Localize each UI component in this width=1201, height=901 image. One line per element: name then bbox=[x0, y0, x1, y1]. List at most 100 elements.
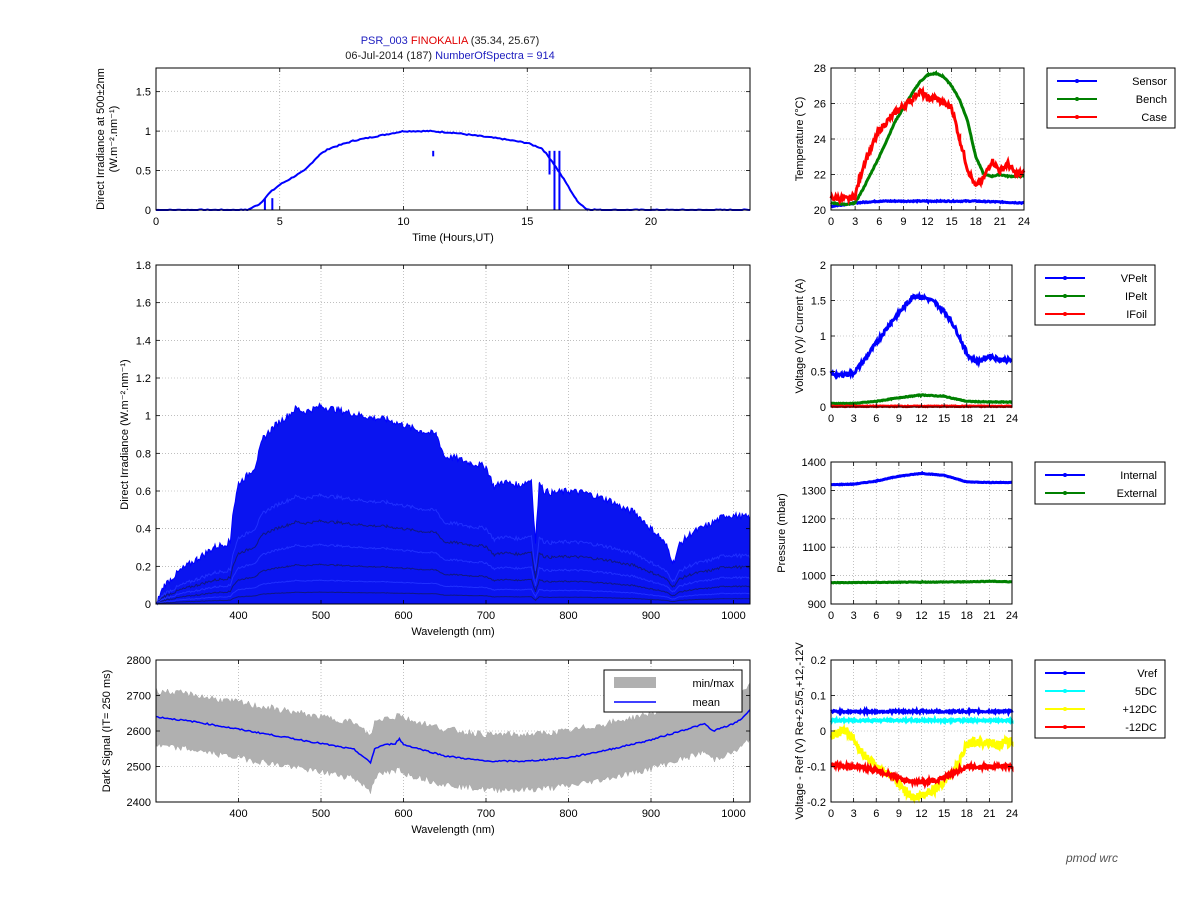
y-tick-label: 0.8 bbox=[136, 448, 151, 460]
y-tick-label: -0.1 bbox=[807, 762, 826, 774]
spectra-series bbox=[155, 591, 751, 605]
legend-label: mean bbox=[692, 697, 720, 709]
x-tick-label: 3 bbox=[852, 216, 858, 228]
y-tick-label: 1.4 bbox=[136, 335, 151, 347]
series-vpelt bbox=[829, 290, 1013, 380]
legend-label: IFoil bbox=[1126, 309, 1147, 321]
x-axis-label: Wavelength (nm) bbox=[411, 824, 494, 836]
x-tick-label: 6 bbox=[873, 808, 879, 820]
x-tick-label: 0 bbox=[828, 216, 834, 228]
legend-label: VPelt bbox=[1121, 273, 1147, 285]
y-tick-label: 1.5 bbox=[136, 87, 151, 99]
x-tick-label: 1000 bbox=[721, 808, 745, 820]
legend-marker bbox=[1063, 725, 1067, 729]
y-tick-label: 0.2 bbox=[136, 561, 151, 573]
x-tick-label: 0 bbox=[828, 413, 834, 425]
legend-label: Sensor bbox=[1132, 76, 1167, 88]
y-tick-label: 0 bbox=[145, 599, 151, 611]
title-site: FINOKALIA bbox=[411, 35, 469, 47]
x-tick-label: 21 bbox=[983, 610, 995, 622]
y-axis-label: Direct Irradiance at 500±2nm bbox=[95, 68, 107, 210]
legend-marker bbox=[1063, 294, 1067, 298]
y-tick-label: 1100 bbox=[802, 542, 826, 554]
y-axis-label: Voltage (V)/ Current (A) bbox=[794, 279, 806, 394]
chart-reference-voltage: 0 3 6 9 12 15 18 21 24 -0.2 -0.1 0 0.1 0.2 Voltage - R… bbox=[794, 642, 1166, 820]
y-tick-label: 1.2 bbox=[136, 373, 151, 385]
legend-marker bbox=[1063, 491, 1067, 495]
y-axis-label: Pressure (mbar) bbox=[776, 493, 788, 572]
y-tick-label: 1 bbox=[145, 411, 151, 423]
y-tick-label: 1300 bbox=[802, 485, 826, 497]
y-tick-label: 2 bbox=[820, 260, 826, 272]
y-tick-label: 0.6 bbox=[136, 486, 151, 498]
x-tick-label: 9 bbox=[900, 216, 906, 228]
x-tick-label: 700 bbox=[477, 610, 495, 622]
x-tick-label: 0 bbox=[828, 610, 834, 622]
spectra-series bbox=[155, 543, 751, 605]
y-tick-label: 2800 bbox=[127, 655, 151, 667]
title-coords: (35.34, 25.67) bbox=[471, 35, 540, 47]
x-tick-label: 3 bbox=[851, 610, 857, 622]
series-ipelt bbox=[830, 393, 1013, 406]
series-case bbox=[829, 85, 1026, 206]
title-date: 06-Jul-2014 (187) bbox=[345, 50, 432, 62]
series-external bbox=[830, 579, 1012, 585]
x-tick-label: 24 bbox=[1018, 216, 1030, 228]
y-axis-label: (W.m⁻².nm⁻¹) bbox=[108, 106, 120, 173]
chart-pressure: 0 3 6 9 12 15 18 21 24 900 1000 1100 1200 1300 1400 Pre… bbox=[776, 457, 1166, 622]
y-tick-label: 1000 bbox=[802, 571, 826, 583]
y-tick-label: 2500 bbox=[127, 762, 151, 774]
x-tick-label: 5 bbox=[277, 216, 283, 228]
legend-label: Bench bbox=[1136, 94, 1167, 106]
x-tick-label: 24 bbox=[1006, 610, 1018, 622]
x-tick-label: 12 bbox=[915, 413, 927, 425]
x-tick-label: 6 bbox=[873, 610, 879, 622]
x-tick-label: 21 bbox=[983, 808, 995, 820]
y-tick-label: 900 bbox=[808, 599, 826, 611]
x-tick-label: 0 bbox=[153, 216, 159, 228]
plot-frame bbox=[155, 264, 751, 605]
x-tick-label: 10 bbox=[397, 216, 409, 228]
x-axis-label: Wavelength (nm) bbox=[411, 626, 494, 638]
logo: pmod wrc bbox=[1065, 851, 1118, 865]
y-tick-label: 0 bbox=[820, 726, 826, 738]
y-tick-label: 24 bbox=[814, 134, 826, 146]
x-tick-label: 15 bbox=[938, 808, 950, 820]
y-tick-label: 1400 bbox=[802, 457, 826, 469]
legend-marker bbox=[1075, 79, 1079, 83]
legend-label: 5DC bbox=[1135, 686, 1157, 698]
legend-label: IPelt bbox=[1125, 291, 1147, 303]
legend-marker bbox=[1063, 689, 1067, 693]
x-tick-label: 15 bbox=[938, 413, 950, 425]
y-tick-label: 0.1 bbox=[811, 691, 826, 703]
y-tick-label: 0.4 bbox=[136, 524, 151, 536]
y-axis-label: Dark Signal (IT= 250 ms) bbox=[101, 670, 113, 793]
x-tick-label: 700 bbox=[477, 808, 495, 820]
x-tick-label: 18 bbox=[961, 610, 973, 622]
x-tick-label: 800 bbox=[559, 808, 577, 820]
x-tick-label: 3 bbox=[851, 413, 857, 425]
series-+12dc bbox=[829, 723, 1014, 804]
legend-label: Vref bbox=[1137, 668, 1158, 680]
y-tick-label: 0.5 bbox=[136, 166, 151, 178]
x-tick-label: 9 bbox=[896, 413, 902, 425]
y-axis-label: Direct Irradiance (W.m⁻².nm⁻¹) bbox=[119, 359, 131, 509]
figure-title-line1: PSR_003 FINOKALIA (35.34, 25.67) bbox=[361, 35, 540, 47]
spectra-series bbox=[155, 492, 751, 606]
x-tick-label: 400 bbox=[229, 610, 247, 622]
y-tick-label: 1 bbox=[820, 331, 826, 343]
x-tick-label: 500 bbox=[312, 610, 330, 622]
spectra-envelope bbox=[155, 402, 751, 606]
y-tick-label: 28 bbox=[814, 63, 826, 75]
x-tick-label: 21 bbox=[983, 413, 995, 425]
legend-label: Internal bbox=[1120, 470, 1157, 482]
y-tick-label: 1200 bbox=[802, 514, 826, 526]
x-tick-label: 24 bbox=[1006, 808, 1018, 820]
legend-box bbox=[603, 669, 743, 713]
x-tick-label: 24 bbox=[1006, 413, 1018, 425]
x-tick-label: 0 bbox=[828, 808, 834, 820]
x-tick-label: 18 bbox=[970, 216, 982, 228]
legend-marker bbox=[1063, 671, 1067, 675]
legend-swatch-band bbox=[614, 677, 656, 688]
series-sensor bbox=[830, 198, 1025, 209]
